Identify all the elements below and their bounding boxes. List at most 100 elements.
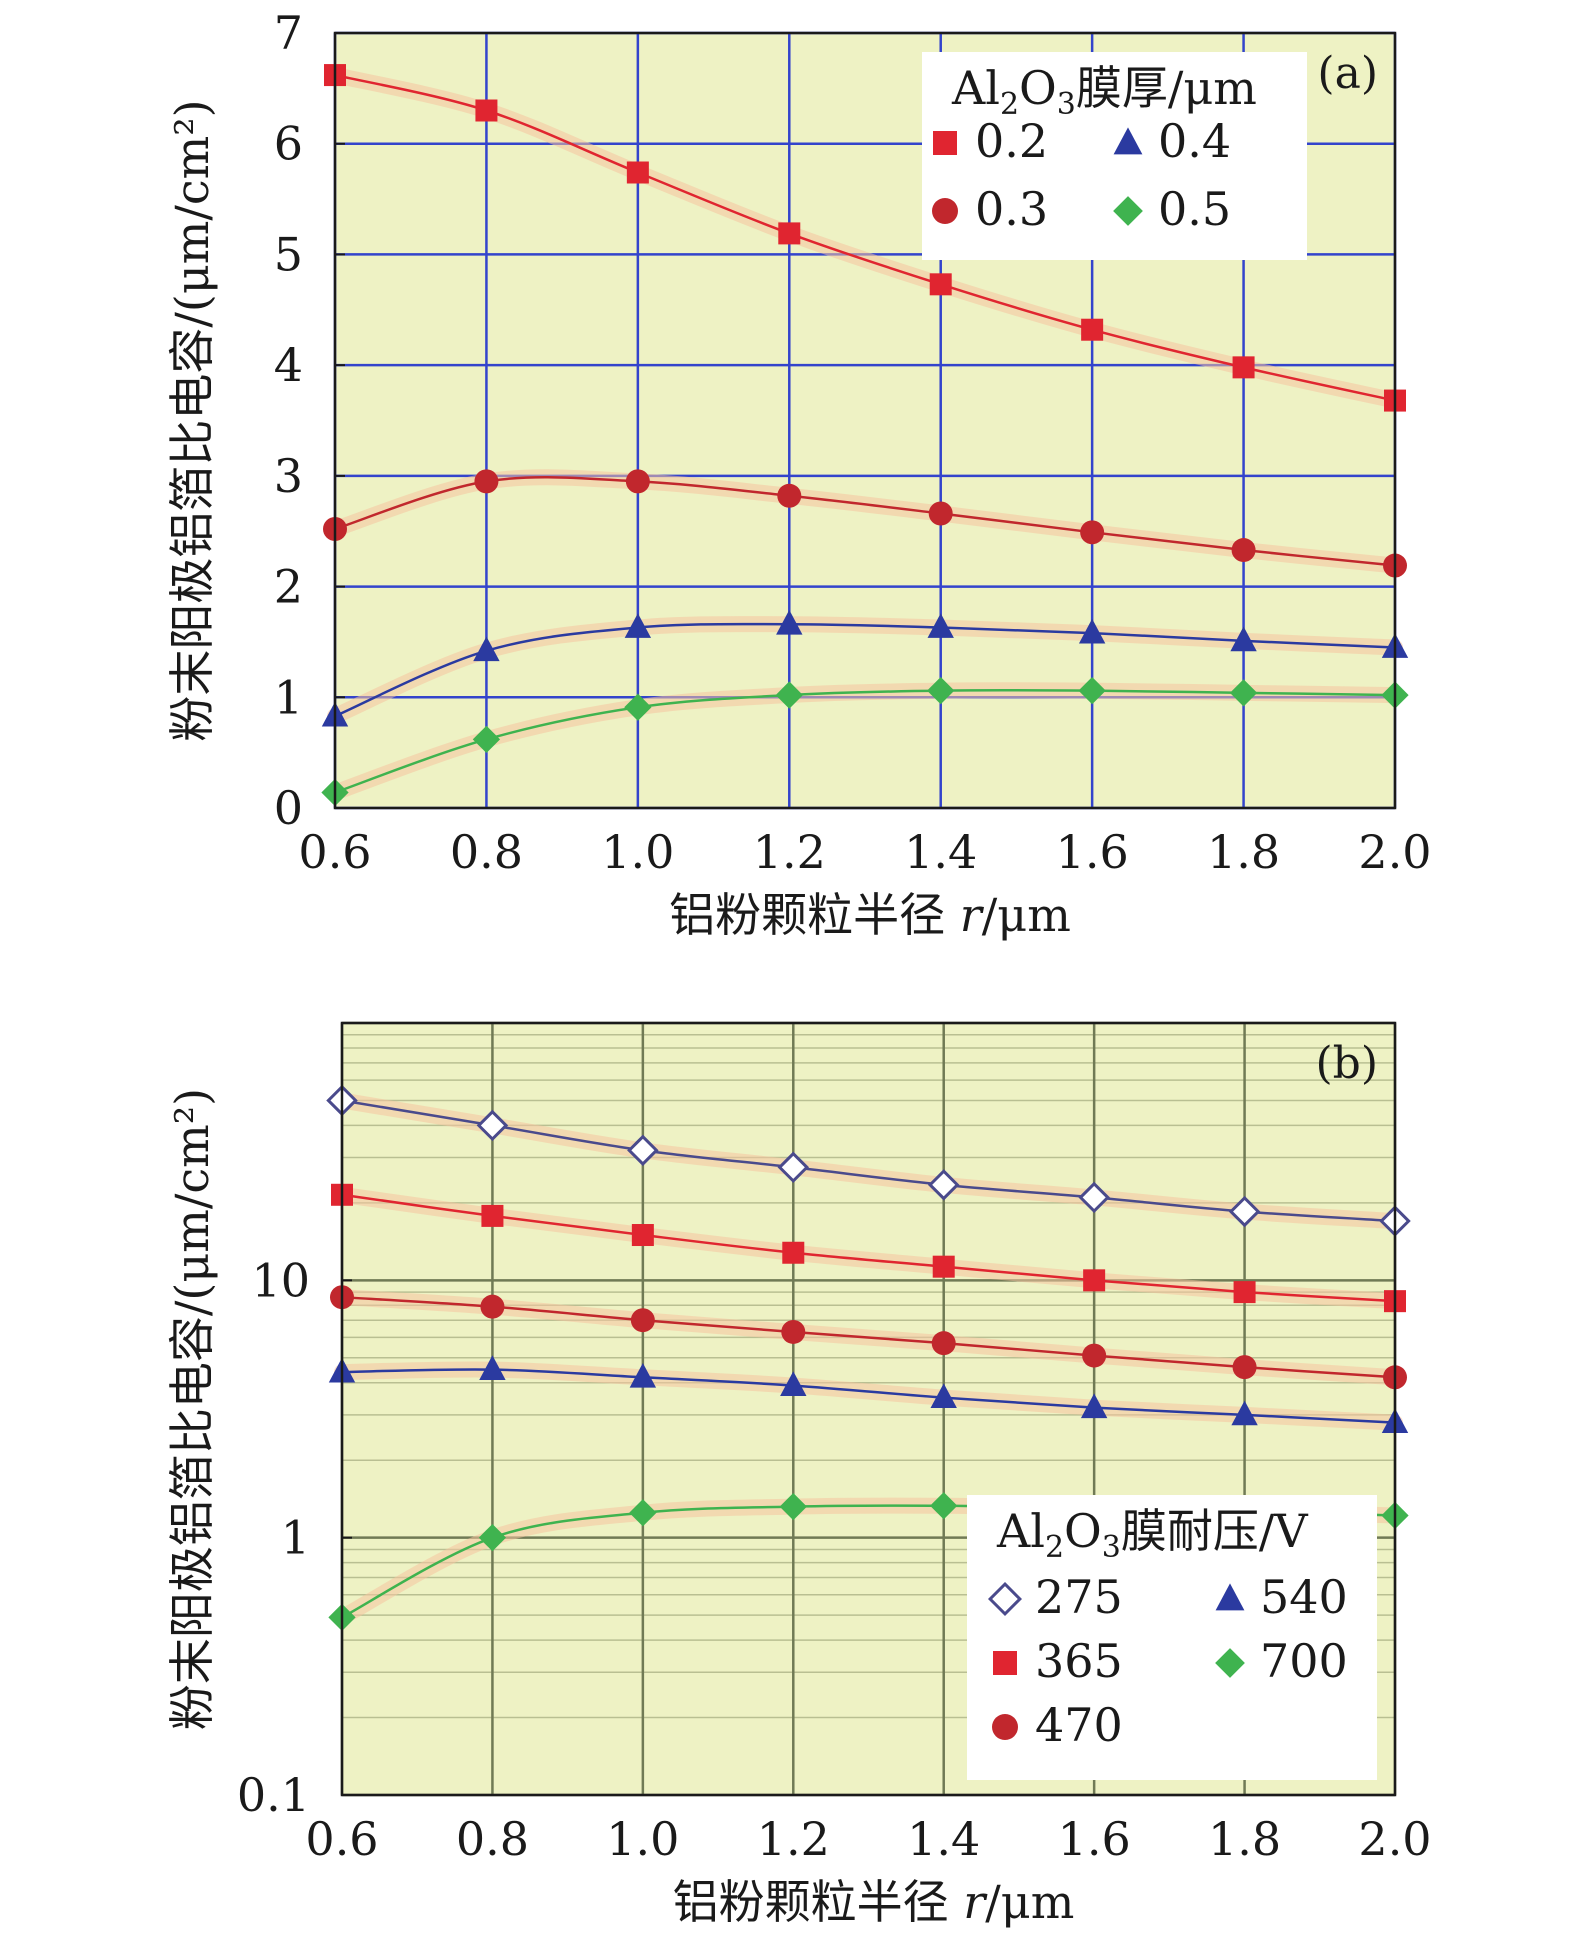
panel-b: 0.1 1 10 0.6 0.8 1.0 1.2 1.4 1.6 1.8 2.0 铝粉颗粒半径 r… [165,1021,1432,1929]
series-line [334,73,1396,402]
legend-item-0.4: 0.4 [1113,114,1231,168]
data-point [478,1524,507,1552]
legend-item-365: 365 [993,1634,1123,1688]
data-point [1233,1281,1256,1304]
y-tick-label: 0.1 [237,1768,310,1822]
x-axis-title-b: 铝粉颗粒半径 r/μm [673,1875,1075,1929]
data-point [624,693,652,721]
legend-label: 0.3 [975,182,1048,236]
data-point [778,222,801,245]
legend-marker [1215,1583,1245,1611]
data-point [1078,1181,1110,1214]
data-point [777,483,802,508]
legend-marker [987,1581,1023,1617]
data-point [1231,1400,1258,1426]
data-point [1232,1355,1257,1380]
x-tick-label: 1.6 [1056,825,1129,879]
legend-a: Al2O3膜厚/μm 0.2 0.4 0.3 0.5 [922,52,1307,260]
legend-title-a: Al2O3膜厚/μm [951,61,1257,122]
y-tick-label: 10 [251,1253,310,1307]
y-axis-title-b: 粉末阳极铝箔比电容/(μm/cm²) [165,1088,219,1730]
legend-box-b [967,1495,1377,1780]
legend-item-275: 275 [987,1570,1123,1624]
x-tick-label: 1.4 [907,1812,980,1866]
data-point [627,1134,659,1167]
legend-marker [1113,127,1143,155]
data-point [927,677,955,705]
data-point [1078,618,1106,644]
y-tick-label: 5 [274,227,303,281]
data-point [1229,679,1258,707]
series-b [326,1084,1411,1632]
panel-a: 0 1 2 3 4 5 6 7 0.6 0.8 1.0 1.2 1.4 1.6 1.8 2.0 铝粉颗粒半径… [165,6,1432,942]
legend-label: 0.2 [975,114,1048,168]
data-point [779,1492,807,1521]
data-point [1083,1269,1106,1292]
series-line [341,1193,1396,1303]
data-point [481,1204,504,1227]
series-0.3 [323,469,1407,578]
y-tick-labels-b: 0.1 1 10 [237,1253,352,1822]
legend-item-700: 700 [1215,1634,1348,1688]
x-tick-label: 0.6 [298,825,371,879]
x-tick-label: 1.4 [904,825,977,879]
data-point [927,613,954,638]
legend-marker [993,1651,1017,1675]
data-point [927,1169,960,1201]
x-tick-label: 1.2 [753,825,826,879]
series-line [341,1368,1396,1424]
x-tick-label: 1.6 [1058,1812,1131,1866]
legend-item-540: 540 [1215,1570,1348,1624]
data-point [1232,356,1255,379]
legend-item-0.5: 0.5 [1113,182,1231,236]
data-point [625,469,650,494]
series-275 [326,1084,1411,1237]
legend-title-b: Al2O3膜耐压/V [996,1504,1308,1565]
data-point [932,1255,955,1278]
x-tick-label: 1.0 [606,1812,679,1866]
x-tick-label: 2.0 [1358,1812,1431,1866]
x-tick-label: 1.0 [601,825,674,879]
legend-marker [992,1714,1018,1740]
legend-label: 275 [1035,1570,1123,1624]
x-tick-labels-a: 0.6 0.8 1.0 1.2 1.4 1.6 1.8 2.0 [298,825,1431,879]
legend-marker [933,131,957,155]
data-point [1080,520,1105,545]
y-tick-labels-a: 0 1 2 3 4 5 6 7 [274,6,345,835]
data-point [781,1319,806,1344]
legend-item-0.2: 0.2 [933,114,1048,168]
data-point [624,613,652,638]
x-axis-title-a: 铝粉颗粒半径 r/μm [669,888,1071,942]
data-point [629,1499,657,1527]
panel-label-b: (b) [1316,1038,1379,1089]
data-point [479,1355,506,1380]
data-point [930,1492,958,1520]
legend-item-470: 470 [992,1698,1123,1752]
data-point [1228,1195,1261,1228]
legend-marker [1215,1648,1245,1678]
data-point [626,161,649,184]
legend-box-a [922,52,1307,260]
x-tick-labels-b: 0.6 0.8 1.0 1.2 1.4 1.6 1.8 2.0 [305,1812,1431,1866]
data-point [780,1371,807,1396]
data-point [1078,677,1106,705]
data-point [475,99,498,122]
y-tick-label: 4 [274,338,303,392]
plot-frame-a [333,31,1397,810]
x-tick-label: 0.6 [305,1812,378,1866]
legend-items-a: 0.2 0.4 0.3 0.5 [932,114,1231,236]
data-point [474,469,499,494]
y-tick-label: 7 [274,6,303,60]
data-point [777,1151,810,1184]
data-point [1081,318,1104,341]
legend-label: 700 [1260,1634,1348,1688]
data-point [775,681,803,709]
legend-marker [932,198,958,224]
data-point [776,609,803,635]
data-point [480,1294,505,1319]
legend-label: 0.5 [1158,182,1231,236]
data-point [1080,1393,1108,1419]
x-tick-label: 1.2 [757,1812,830,1866]
series-line [334,688,1396,794]
